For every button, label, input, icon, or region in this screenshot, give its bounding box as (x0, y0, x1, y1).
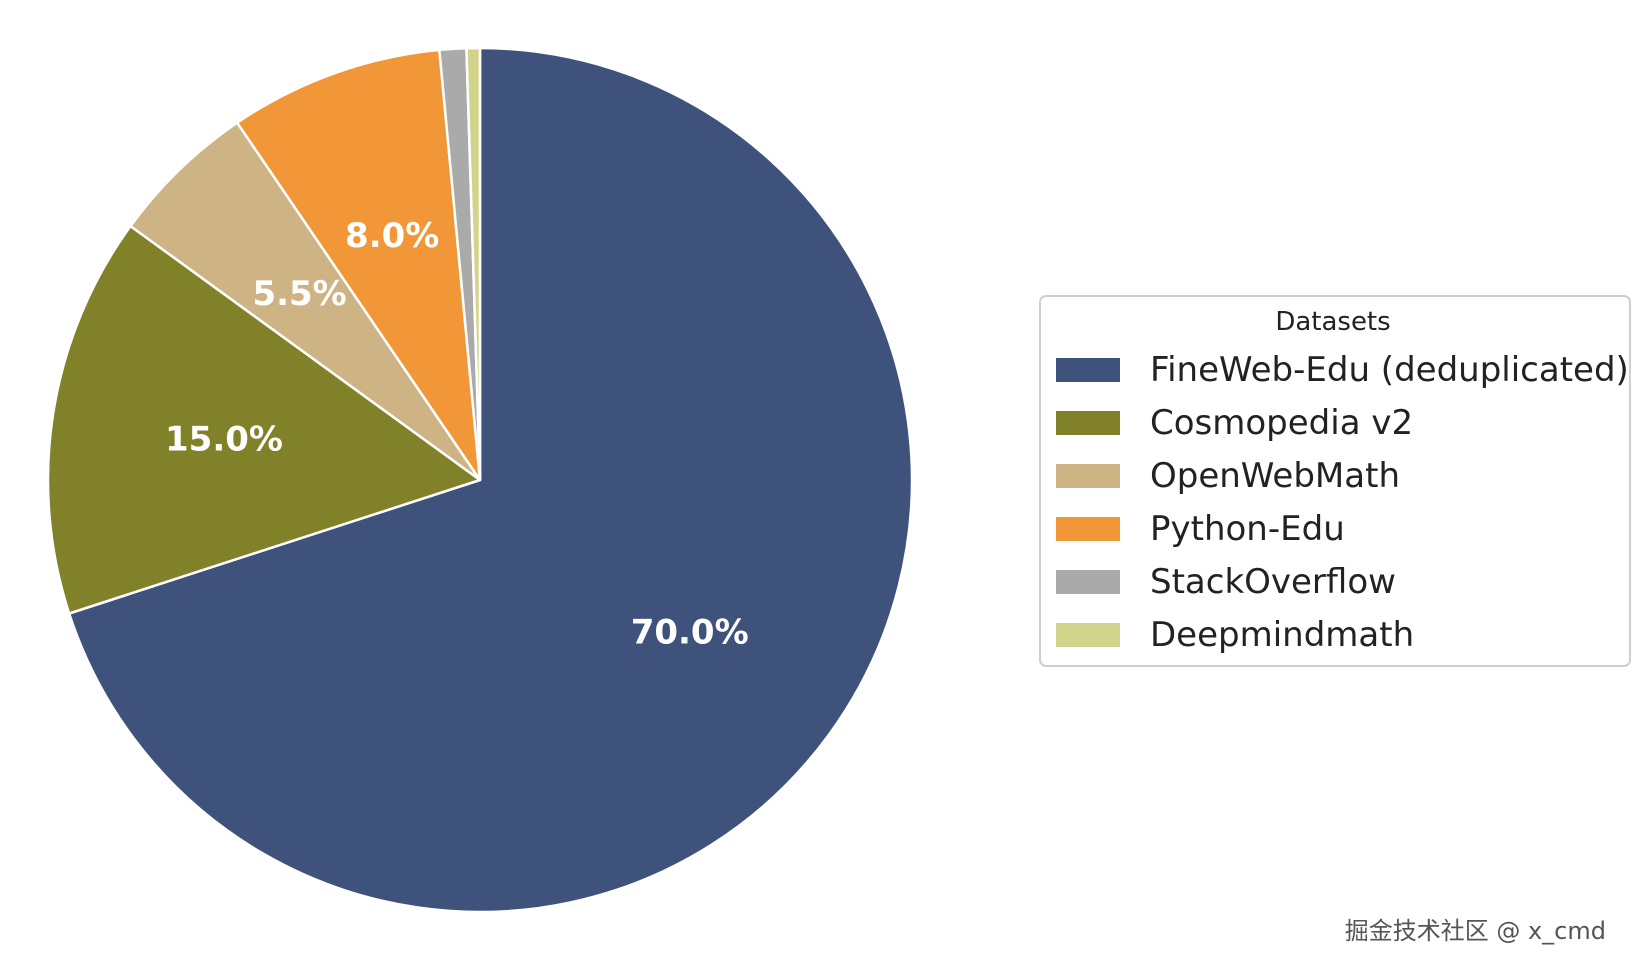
pie-slice-fineweb-edu-deduplicated (67, 46, 914, 914)
legend-label-fineweb-edu-deduplicated: FineWeb-Edu (deduplicated) (1150, 350, 1629, 390)
pie-slice-cosmopedia-v2 (46, 224, 482, 615)
legend-swatch-python-edu (1056, 517, 1120, 541)
pie-slice-deepmindmath (465, 46, 482, 482)
legend: Datasets FineWeb-Edu (deduplicated) Cosmo… (1039, 295, 1631, 667)
legend-swatch-cosmopedia-v2 (1056, 411, 1120, 435)
legend-label-python-edu: Python-Edu (1150, 509, 1345, 549)
legend-items: FineWeb-Edu (deduplicated) Cosmopedia v2 O… (1056, 350, 1629, 655)
pie-slice-openwebmath (129, 121, 482, 482)
legend-swatch-stackoverflow (1056, 570, 1120, 594)
pie-slice-labels: 70.0% 15.0% 5.5% 8.0% (165, 216, 749, 652)
legend-label-stackoverflow: StackOverflow (1150, 562, 1396, 602)
pie-slice-python-edu (235, 48, 482, 482)
pie-slices (46, 46, 914, 914)
slice-label-openwebmath: 5.5% (252, 274, 346, 314)
slice-label-fineweb-edu-deduplicated: 70.0% (631, 612, 749, 652)
legend-title: Datasets (1275, 307, 1390, 337)
legend-frame (1039, 295, 1631, 667)
legend-swatch-fineweb-edu-deduplicated (1056, 358, 1120, 382)
watermark-text: 掘金技术社区 @ x_cmd (1344, 917, 1606, 945)
legend-label-cosmopedia-v2: Cosmopedia v2 (1150, 403, 1413, 443)
legend-label-deepmindmath: Deepmindmath (1150, 615, 1414, 655)
legend-swatch-openwebmath (1056, 464, 1120, 488)
legend-swatch-deepmindmath (1056, 623, 1120, 647)
slice-label-cosmopedia-v2: 15.0% (165, 420, 283, 460)
slice-label-python-edu: 8.0% (345, 216, 439, 256)
legend-label-openwebmath: OpenWebMath (1150, 456, 1400, 496)
